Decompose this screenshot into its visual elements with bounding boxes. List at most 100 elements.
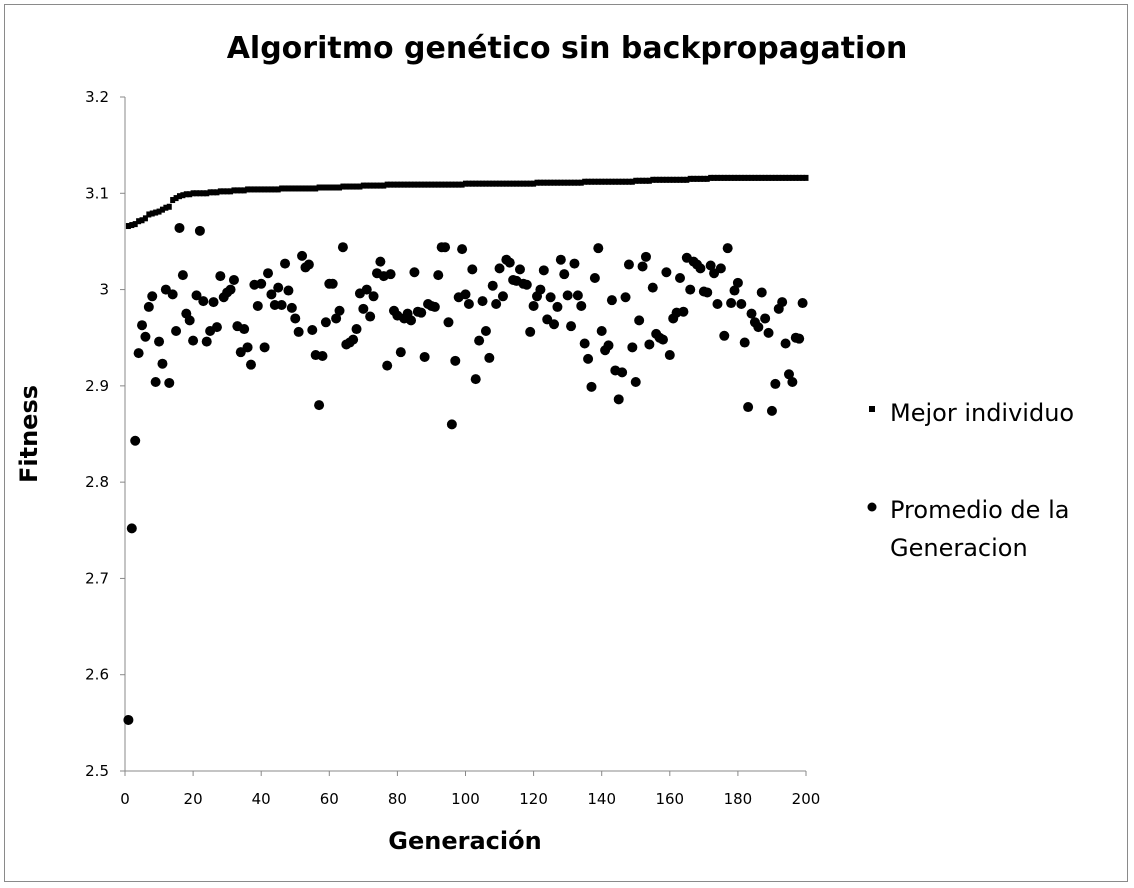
best-individual-point	[728, 174, 734, 181]
best-individual-point	[371, 182, 377, 189]
generation-average-point	[140, 331, 151, 342]
best-individual-point	[302, 185, 308, 192]
best-individual-point	[629, 178, 635, 185]
best-individual-point	[544, 179, 550, 186]
best-individual-point	[347, 183, 353, 190]
generation-average-point	[576, 300, 587, 311]
generation-average-point	[194, 225, 205, 236]
best-individual-point	[272, 186, 278, 193]
generation-average-point	[303, 259, 314, 270]
generation-average-point	[334, 305, 345, 316]
best-individual-point	[497, 180, 503, 187]
generation-average-point	[460, 289, 471, 300]
generation-average-point	[634, 315, 645, 326]
generation-average-point	[647, 282, 658, 293]
best-individual-point	[541, 179, 547, 186]
best-individual-point	[279, 185, 285, 192]
generation-average-point	[777, 297, 788, 308]
generation-average-point	[559, 269, 570, 280]
best-individual-point	[670, 176, 676, 183]
generation-average-point	[794, 333, 805, 344]
best-individual-point	[524, 180, 530, 187]
best-individual-point	[789, 174, 795, 181]
best-individual-point	[214, 189, 220, 196]
best-individual-point	[187, 191, 193, 198]
best-individual-point	[268, 186, 274, 193]
best-individual-point	[486, 180, 492, 187]
best-individual-point	[275, 186, 281, 193]
best-individual-point	[388, 181, 394, 188]
best-individual-point	[531, 180, 537, 187]
best-individual-point	[357, 183, 363, 190]
best-individual-point	[245, 186, 251, 193]
generation-average-point	[514, 264, 525, 275]
best-individual-point	[292, 185, 298, 192]
best-individual-point	[779, 174, 785, 181]
x-tick-label: 120	[519, 790, 548, 808]
best-individual-point	[197, 190, 203, 197]
best-individual-point	[742, 174, 748, 181]
generation-average-point	[150, 377, 161, 388]
y-tick-label: 3.1	[85, 184, 109, 202]
best-individual-point	[749, 174, 755, 181]
generation-average-point	[705, 260, 716, 271]
generation-average-point	[307, 325, 318, 336]
best-individual-point	[657, 176, 663, 183]
generation-average-point	[157, 358, 168, 369]
generation-average-point	[783, 369, 794, 380]
best-individual-point	[170, 197, 176, 204]
best-individual-point	[183, 191, 189, 198]
best-individual-point	[755, 174, 761, 181]
generation-average-point	[358, 303, 369, 314]
y-tick-label: 2.6	[85, 666, 109, 684]
y-tick-label: 2.8	[85, 473, 109, 491]
best-individual-point	[425, 181, 431, 188]
best-individual-point	[449, 181, 455, 188]
x-axis-ticks: 0 20 40 60 80 100 120 140 160 180 200	[120, 771, 820, 808]
best-individual-point	[793, 174, 799, 181]
generation-average-point	[429, 301, 440, 312]
x-tick-label: 80	[388, 790, 407, 808]
chart-title: Algoritmo genético sin backpropagation	[227, 31, 908, 66]
best-individual-point	[503, 180, 509, 187]
generation-average-point	[664, 350, 675, 361]
best-individual-point	[473, 180, 479, 187]
best-individual-point	[674, 176, 680, 183]
generation-average-point	[409, 267, 420, 278]
best-individual-point	[200, 190, 206, 197]
generation-average-point	[627, 342, 638, 353]
best-individual-point	[204, 190, 210, 197]
generation-average-point	[746, 308, 757, 319]
best-individual-point	[561, 179, 567, 186]
best-individual-point	[313, 185, 319, 192]
best-individual-point	[319, 184, 325, 191]
generation-average-point	[137, 320, 148, 331]
best-individual-point	[405, 181, 411, 188]
best-individual-point	[377, 182, 383, 189]
best-individual-point	[248, 186, 254, 193]
best-individual-point	[796, 174, 802, 181]
y-axis-label: Fitness	[15, 385, 43, 483]
generation-average-point	[579, 338, 590, 349]
best-individual-point	[166, 203, 172, 210]
generation-average-point	[719, 330, 730, 341]
best-individual-point	[411, 181, 417, 188]
best-individual-point	[190, 190, 196, 197]
generation-average-point	[351, 324, 362, 335]
best-individual-point	[633, 177, 639, 184]
generation-average-point	[603, 340, 614, 351]
best-individual-point	[582, 178, 588, 185]
best-individual-point	[149, 210, 155, 217]
generation-average-point	[123, 714, 134, 725]
best-individual-point	[432, 181, 438, 188]
best-individual-point	[507, 180, 513, 187]
generation-average-point	[545, 292, 556, 303]
generation-average-point	[188, 335, 199, 346]
generation-average-point	[572, 290, 583, 301]
best-individual-point	[714, 174, 720, 181]
generation-average-point	[521, 279, 532, 290]
best-individual-point	[241, 187, 247, 194]
best-individual-point	[439, 181, 445, 188]
generation-average-point	[766, 405, 777, 416]
generation-average-point	[630, 377, 641, 388]
